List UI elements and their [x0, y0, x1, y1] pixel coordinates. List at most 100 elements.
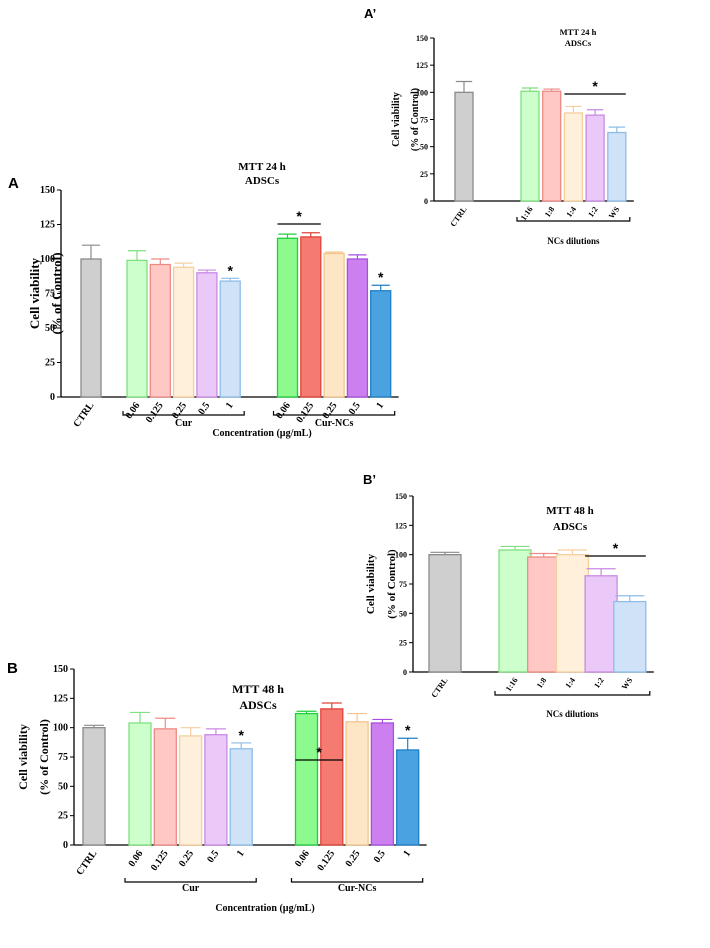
y-tick-label: 150	[395, 492, 407, 501]
bar	[204, 734, 228, 846]
y-tick-label: 100	[40, 254, 55, 265]
x-tick-label: 1:4	[565, 205, 578, 219]
x-tick-label: WS	[607, 205, 622, 221]
x-tick-label: 1:8	[535, 676, 548, 690]
bar	[613, 600, 647, 673]
bar	[229, 748, 253, 846]
panel-label: B	[7, 660, 18, 677]
x-tick-label: 1	[374, 400, 386, 410]
bar	[370, 722, 395, 846]
y-axis-label-units: (% of Control)	[37, 719, 51, 795]
group-bracket	[122, 411, 245, 416]
y-tick-label: 150	[40, 185, 55, 196]
y-axis-label-units: (% of Control)	[386, 549, 398, 619]
x-tick-label: 0.06	[274, 400, 293, 421]
chart-title: MTT 24 h	[560, 27, 597, 37]
bar	[294, 712, 319, 846]
bar	[345, 721, 369, 846]
bar	[172, 266, 195, 398]
x-tick-label: 1:2	[586, 205, 599, 219]
y-axis-label-units: (% of Control)	[49, 252, 64, 334]
bar	[542, 90, 562, 202]
x-tick-label: CTRL	[75, 848, 100, 877]
y-axis-label: Cell viability	[391, 92, 402, 147]
x-tick-label: CTRL	[449, 205, 469, 228]
y-tick-label: 100	[416, 88, 428, 97]
x-tick-label: 0.06	[126, 848, 145, 869]
y-tick-label: 100	[395, 551, 407, 560]
panel-label: B’	[363, 472, 376, 487]
y-tick-label: 50	[399, 609, 407, 618]
y-tick-label: 25	[45, 358, 55, 369]
y-tick-label: 0	[424, 197, 428, 206]
y-tick-label: 125	[53, 693, 68, 704]
panel-label: A	[8, 175, 19, 192]
x-axis-label: Concentration (µg/mL)	[212, 428, 311, 439]
panel-label: A’	[364, 6, 376, 21]
x-tick-label: CTRL	[430, 676, 450, 699]
bar	[196, 272, 218, 398]
chart-title: MTT 48 h	[232, 682, 284, 696]
group-bracket	[272, 411, 396, 416]
x-tick-label: 1	[235, 848, 247, 858]
group-bracket	[516, 217, 631, 222]
group-label: Cur-NCs	[338, 883, 377, 894]
significance-star: *	[592, 78, 598, 94]
y-tick-label: 75	[420, 116, 428, 125]
significance-star: *	[613, 540, 619, 556]
significance-star: *	[238, 727, 244, 743]
chart-a2: 0 25 50 75 100 125 150 CTRL 1:16 1:8 1:4 1:2 WS * NCs …	[364, 6, 634, 246]
x-tick-label: 0.06	[293, 848, 312, 869]
group-bracket	[494, 691, 651, 696]
significance-star: *	[316, 744, 322, 760]
bar	[320, 708, 344, 846]
group-bracket	[124, 878, 257, 883]
y-tick-label: 125	[40, 220, 55, 231]
x-tick-label: 0.06	[123, 400, 142, 421]
group-bracket	[290, 878, 424, 883]
bar	[555, 554, 590, 673]
x-tick-label: WS	[620, 676, 635, 692]
bar	[585, 114, 605, 202]
y-tick-label: 150	[53, 664, 68, 675]
y-axis-label: Cell viability	[27, 257, 42, 329]
bar	[128, 722, 152, 846]
chart-title: MTT 48 h	[546, 505, 593, 517]
y-tick-label: 50	[58, 781, 68, 792]
x-tick-label: 0.125	[144, 400, 166, 425]
chart-title: MTT 24 h	[238, 161, 285, 173]
bar	[527, 556, 561, 673]
bar	[607, 131, 627, 202]
y-tick-label: 25	[399, 639, 407, 648]
y-tick-label: 0	[63, 840, 68, 851]
x-tick-label: 0.25	[177, 848, 196, 869]
bar	[428, 554, 462, 673]
chart-subtitle: ADSCs	[245, 175, 280, 187]
y-tick-label: 50	[45, 323, 55, 334]
y-tick-label: 0	[403, 668, 407, 677]
x-tick-label: 1	[401, 848, 413, 858]
x-tick-label: CTRL	[72, 400, 97, 429]
bar	[126, 259, 148, 398]
bar	[276, 237, 299, 398]
y-tick-label: 25	[420, 170, 428, 179]
significance-star: *	[378, 269, 384, 285]
bar	[323, 252, 345, 398]
significance-star: *	[296, 208, 302, 224]
group-label: NCs dilutions	[547, 236, 600, 246]
y-tick-label: 125	[395, 521, 407, 530]
y-tick-label: 100	[53, 723, 68, 734]
bar	[454, 91, 474, 202]
x-tick-label: 1:8	[543, 205, 556, 219]
group-label: Cur-NCs	[315, 418, 354, 429]
chart-subtitle: ADSCs	[553, 521, 588, 533]
significance-star: *	[405, 722, 411, 738]
bar	[370, 290, 392, 398]
y-tick-label: 25	[58, 811, 68, 822]
bar	[584, 575, 618, 673]
group-label: NCs dilutions	[546, 709, 599, 719]
y-tick-label: 0	[50, 392, 55, 403]
